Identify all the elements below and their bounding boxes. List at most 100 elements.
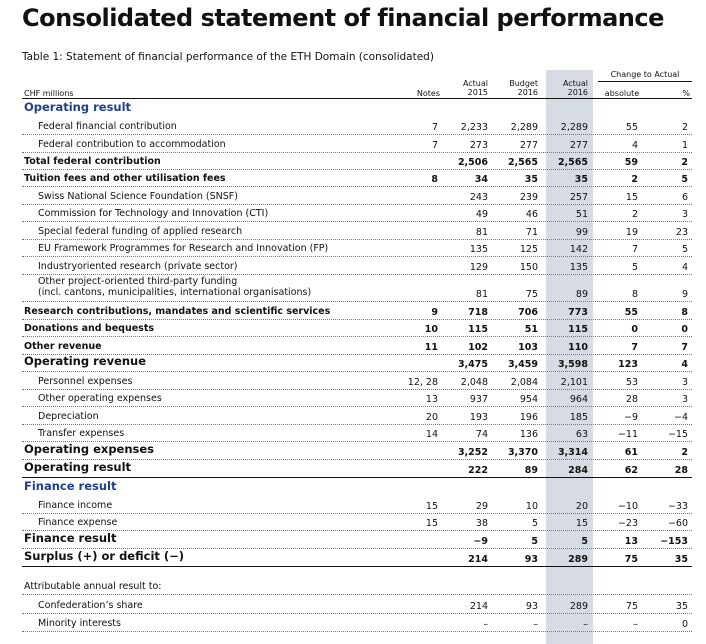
- table-row: Operating result: [22, 101, 692, 116]
- cell-a16: 284: [568, 465, 588, 476]
- row-label: Donations and bequests: [24, 323, 154, 334]
- actual-2016-column-header: Actual 2016: [548, 79, 588, 97]
- cell-pct: 4: [681, 359, 688, 370]
- row-divider: [22, 441, 692, 442]
- row-label-text: Total federal contribution: [24, 156, 161, 167]
- row-label: Operating result: [24, 461, 131, 473]
- cell-abs: −23: [617, 518, 638, 529]
- cell-abs: 15: [625, 192, 638, 203]
- row-label: Operating expenses: [24, 443, 154, 455]
- row-label-text: Finance income: [38, 500, 113, 511]
- cell-a15: 38: [475, 518, 488, 529]
- cell-a16: 51: [575, 209, 588, 220]
- cell-a16: 5: [581, 536, 588, 547]
- cell-a15: –: [483, 619, 488, 630]
- cell-a15: 135: [469, 244, 488, 255]
- row-label: EU Framework Programmes for Research and…: [38, 243, 328, 254]
- cell-abs: 2: [631, 174, 638, 185]
- cell-b16: 89: [524, 465, 538, 476]
- row-label-text: Other revenue: [24, 341, 102, 352]
- row-label: Attributable annual result to:: [24, 581, 161, 592]
- table-row: Federal contribution to accommodation 7 27…: [22, 136, 692, 153]
- cell-notes: 13: [425, 394, 438, 405]
- cell-pct: 9: [681, 289, 688, 300]
- row-label: Operating revenue: [24, 354, 147, 368]
- row-label: Swiss National Science Foundation (SNSF): [38, 191, 238, 202]
- row-divider: [22, 221, 692, 222]
- cell-pct: 2: [681, 122, 688, 133]
- row-divider: [22, 594, 692, 595]
- cell-notes: 12, 28: [407, 377, 438, 388]
- table-row: Surplus (+) or deficit (−) 214 93 289 75 35: [22, 550, 692, 567]
- cell-b16: 46: [525, 209, 538, 220]
- cell-pct: 6: [681, 192, 688, 203]
- row-label: Confederation’s share: [38, 600, 143, 611]
- row-divider: [22, 152, 692, 153]
- row-divider: [22, 548, 692, 549]
- cell-abs: 75: [625, 601, 638, 612]
- row-label-text: Industryoriented research (private secto…: [38, 261, 238, 272]
- cell-pct: 8: [681, 307, 688, 318]
- cell-pct: 23: [675, 227, 688, 238]
- row-label: Tuition fees and other utilisation fees: [24, 173, 226, 184]
- cell-pct: 35: [675, 601, 688, 612]
- cell-abs: 5: [631, 262, 638, 273]
- row-divider: [22, 613, 692, 614]
- cell-a15: 49: [475, 209, 488, 220]
- cell-a16: 2,289: [560, 122, 588, 133]
- table-row: Total federal contribution 2,506 2,565 2,56…: [22, 153, 692, 170]
- table-row: Confederation’s share 214 93 289 75 35: [22, 597, 692, 614]
- cell-b16: 2,084: [510, 377, 538, 388]
- table-row: Operating revenue 3,475 3,459 3,598 123 4: [22, 355, 692, 372]
- cell-notes: 15: [425, 501, 438, 512]
- cell-a16: 115: [568, 324, 588, 335]
- row-divider: [22, 274, 692, 275]
- cell-notes: 10: [424, 324, 438, 335]
- row-divider: [22, 239, 692, 240]
- cell-b16: 5: [531, 536, 538, 547]
- cell-pct: 5: [681, 174, 688, 185]
- row-label-text: Federal financial contribution: [38, 121, 177, 132]
- row-label-text: Operating revenue: [24, 354, 147, 368]
- row-label-text: Minority interests: [38, 618, 121, 629]
- row-divider: [22, 336, 692, 337]
- table-row: Transfer expenses 14 74 136 63 −11 −15: [22, 425, 692, 442]
- cell-b16: 71: [525, 227, 538, 238]
- cell-abs: −10: [617, 501, 638, 512]
- cell-a15: 74: [475, 429, 488, 440]
- cell-a15: 193: [469, 412, 488, 423]
- cell-pct: −153: [660, 536, 688, 547]
- cell-pct: 28: [674, 465, 688, 476]
- row-label: Transfer expenses: [38, 428, 124, 439]
- row-label: Finance income: [38, 500, 112, 511]
- cell-notes: 20: [425, 412, 438, 423]
- cell-a15: 81: [475, 289, 488, 300]
- row-label-text: Attributable annual result to:: [24, 581, 162, 592]
- cell-a16: 110: [568, 342, 588, 353]
- cell-abs: 123: [618, 359, 638, 370]
- row-divider: [22, 631, 692, 632]
- table-row: Depreciation 20 193 196 185 −9 −4: [22, 408, 692, 425]
- cell-abs: –: [633, 619, 638, 630]
- cell-a16: 964: [569, 394, 588, 405]
- row-label-text: Transfer expenses: [38, 428, 125, 439]
- absolute-column-header: absolute: [604, 89, 640, 98]
- table-row: Operating result 222 89 284 62 28: [22, 461, 692, 478]
- table-row: Other revenue 11 102 103 110 7 7: [22, 338, 692, 355]
- budget-2016-header-line2: 2016: [517, 88, 538, 97]
- table-row: Research contributions, mandates and sci…: [22, 303, 692, 320]
- row-label: Industryoriented research (private secto…: [38, 261, 238, 272]
- cell-notes: 8: [431, 174, 438, 185]
- row-label: Other revenue: [24, 341, 102, 352]
- table-row: Industryoriented research (private secto…: [22, 258, 692, 275]
- cell-abs: 59: [624, 157, 638, 168]
- budget-2016-column-header: Budget 2016: [498, 79, 538, 97]
- row-divider: [22, 477, 692, 478]
- cell-a16: 277: [569, 140, 588, 151]
- cell-a15: 222: [468, 465, 488, 476]
- row-label-text: Surplus (+) or deficit (−): [24, 549, 185, 563]
- row-divider: [22, 389, 692, 390]
- row-label-text: Donations and bequests: [24, 323, 155, 334]
- row-label-text: Commission for Technology and Innovation…: [38, 208, 269, 219]
- cell-a15: 81: [475, 227, 488, 238]
